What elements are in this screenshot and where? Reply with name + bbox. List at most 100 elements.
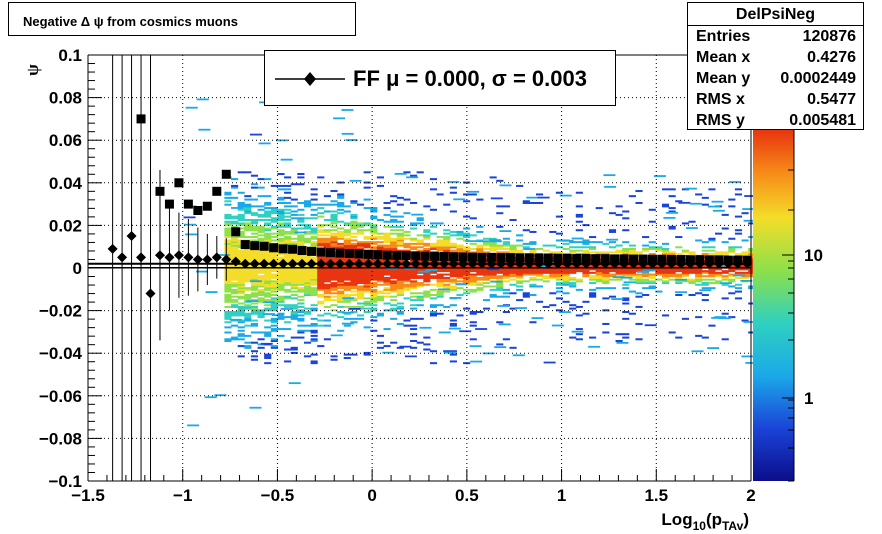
heatmap-cell (356, 293, 365, 296)
heatmap-cell (390, 265, 398, 268)
heatmap-cell (728, 270, 736, 273)
heatmap-cell (668, 225, 676, 228)
heatmap-cell (721, 271, 729, 274)
heatmap-cell (416, 258, 424, 261)
heatmap-cell (675, 280, 683, 283)
heatmap-cell (383, 237, 391, 240)
rms-marker (307, 246, 317, 256)
heatmap-cell (429, 222, 438, 225)
heatmap-cell (396, 293, 404, 296)
heatmap-cell (270, 307, 278, 310)
heatmap-cell (237, 215, 245, 218)
heatmap-cell (509, 270, 517, 273)
heatmap-cell (310, 232, 318, 235)
heatmap-cell (250, 341, 259, 344)
heatmap-cell (345, 139, 358, 141)
heatmap-cell (522, 270, 530, 273)
heatmap-cell (675, 293, 683, 296)
heatmap-cell (237, 309, 245, 312)
heatmap-cell (310, 322, 318, 325)
heatmap-cell (675, 278, 688, 281)
heatmap-cell (562, 283, 570, 286)
heatmap-cell (303, 324, 312, 327)
heatmap-cell (661, 188, 670, 191)
heatmap-cell (303, 283, 312, 286)
heatmap-cell (277, 304, 285, 307)
heatmap-cell (237, 275, 245, 278)
heatmap-cell (343, 229, 351, 232)
heatmap-cell (284, 201, 292, 204)
heatmap-cell (290, 241, 298, 244)
heatmap-cell (436, 312, 444, 315)
heatmap-cell (516, 244, 524, 247)
heatmap-cell (231, 324, 239, 327)
heatmap-cell (244, 276, 252, 279)
heatmap-cell (224, 227, 232, 230)
heatmap-cell (728, 273, 736, 276)
heatmap-cell (250, 283, 259, 286)
heatmap-cell (297, 234, 305, 237)
heatmap-cell (231, 295, 239, 298)
heatmap-cell (330, 234, 338, 237)
heatmap-cell (476, 225, 484, 228)
heatmap-cell (323, 270, 331, 273)
heatmap-cell (449, 278, 457, 281)
heatmap-cell (615, 213, 623, 216)
heatmap-cell (303, 261, 312, 264)
heatmap-cell (575, 220, 583, 223)
heatmap-cell (701, 293, 709, 296)
heatmap-cell (270, 287, 278, 290)
heatmap-cell (333, 117, 346, 120)
heatmap-cell (317, 283, 325, 286)
heatmap-cell (642, 293, 650, 296)
rms-marker (534, 253, 544, 263)
heatmap-cell (270, 208, 278, 211)
heatmap-cell (436, 276, 444, 279)
heatmap-cell (423, 280, 431, 283)
heatmap-cell (290, 276, 298, 279)
heatmap-cell (290, 230, 298, 233)
heatmap-cell (396, 236, 404, 239)
heatmap-cell (270, 210, 278, 213)
heatmap-cell (350, 293, 358, 296)
heatmap-cell (469, 217, 477, 220)
heatmap-cell (270, 275, 278, 278)
heatmap-cell (410, 201, 418, 204)
heatmap-cell (257, 259, 265, 262)
heatmap-cell (443, 268, 451, 271)
heatmap-cell (542, 244, 550, 247)
y-tick-label: −0.1 (48, 472, 82, 491)
x-tick-label: 0 (367, 486, 376, 505)
heatmap-cell (330, 210, 338, 213)
heatmap-cell (270, 328, 278, 331)
heatmap-cell (237, 251, 245, 254)
heatmap-cell (290, 351, 298, 354)
heatmap-cell (403, 285, 411, 288)
heatmap-cell (250, 212, 259, 215)
heatmap-cell (290, 314, 298, 317)
heatmap-cell (277, 198, 285, 201)
heatmap-cell (463, 251, 471, 254)
heatmap-cell (277, 276, 285, 279)
heatmap-cell (410, 174, 418, 177)
heatmap-cell (555, 283, 564, 286)
rms-marker (411, 251, 421, 261)
heatmap-cell (555, 191, 564, 194)
heatmap-cell (635, 276, 643, 279)
heatmap-cell (264, 362, 272, 365)
heatmap-cell (376, 232, 385, 235)
heatmap-cell (741, 276, 749, 279)
heatmap-cell (250, 293, 259, 296)
heatmap-cell (569, 307, 577, 310)
heatmap-cell (343, 210, 351, 213)
heatmap-cell (681, 259, 689, 262)
heatmap-cell (569, 278, 577, 281)
heatmap-cell (728, 181, 741, 183)
heatmap-cell (323, 283, 331, 286)
heatmap-cell (416, 253, 424, 256)
mean-marker (363, 258, 374, 269)
heatmap-cell (198, 128, 211, 131)
heatmap-cell (337, 305, 345, 308)
heatmap-cell (297, 311, 305, 314)
heatmap-cell (317, 314, 325, 317)
